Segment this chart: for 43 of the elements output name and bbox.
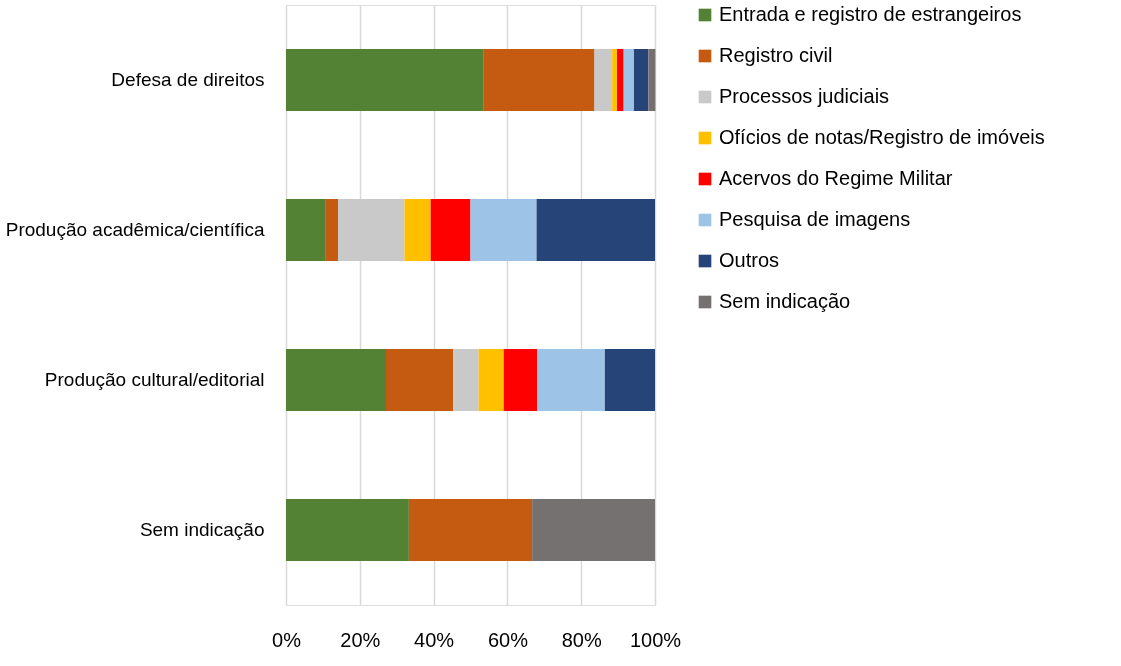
legend-label: Pesquisa de imagens: [719, 208, 911, 230]
x-tick-label: 40%: [414, 628, 455, 651]
bar: [478, 349, 504, 411]
legend-label: Ofícios de notas/Registro de imóveis: [719, 126, 1045, 148]
bar: [408, 499, 533, 561]
bar: [404, 199, 431, 261]
bar: [470, 199, 537, 261]
bar: [286, 199, 326, 261]
legend-label: Sem indicação: [719, 290, 851, 312]
x-tick-label: 100%: [629, 628, 682, 651]
bar: [430, 199, 471, 261]
x-tick-label: 60%: [487, 628, 529, 651]
y-tick-label: Sem indicação: [139, 519, 265, 540]
legend-label: Entrada e registro de estrangeiros: [719, 3, 1022, 25]
legend-label: Registro civil: [719, 44, 833, 66]
bar: [386, 349, 454, 411]
y-tick-label: Produção acadêmica/científica: [5, 219, 265, 240]
legend-label: Processos judiciais: [719, 85, 890, 107]
x-tick-label: 20%: [340, 628, 381, 651]
bar: [537, 349, 605, 411]
bar: [594, 49, 613, 111]
bar: [536, 199, 655, 261]
bar: [604, 349, 655, 411]
bar: [616, 49, 624, 111]
bar: [325, 199, 339, 261]
bar: [483, 49, 595, 111]
x-tick-label: 0%: [272, 628, 302, 651]
bar: [453, 349, 479, 411]
bar: [612, 49, 617, 111]
y-tick-label: Defesa de direitos: [111, 69, 265, 90]
x-tick-label: 80%: [561, 628, 602, 651]
bar: [286, 349, 386, 411]
bar: [532, 499, 655, 561]
bar: [648, 49, 656, 111]
legend-label: Outros: [719, 249, 780, 271]
bar: [286, 499, 409, 561]
bar: [623, 49, 634, 111]
bar: [286, 49, 484, 111]
legend-label: Acervos do Regime Militar: [719, 167, 953, 189]
bar: [633, 49, 649, 111]
bar: [503, 349, 538, 411]
bar: [338, 199, 405, 261]
y-tick-label: Produção cultural/editorial: [44, 369, 265, 390]
